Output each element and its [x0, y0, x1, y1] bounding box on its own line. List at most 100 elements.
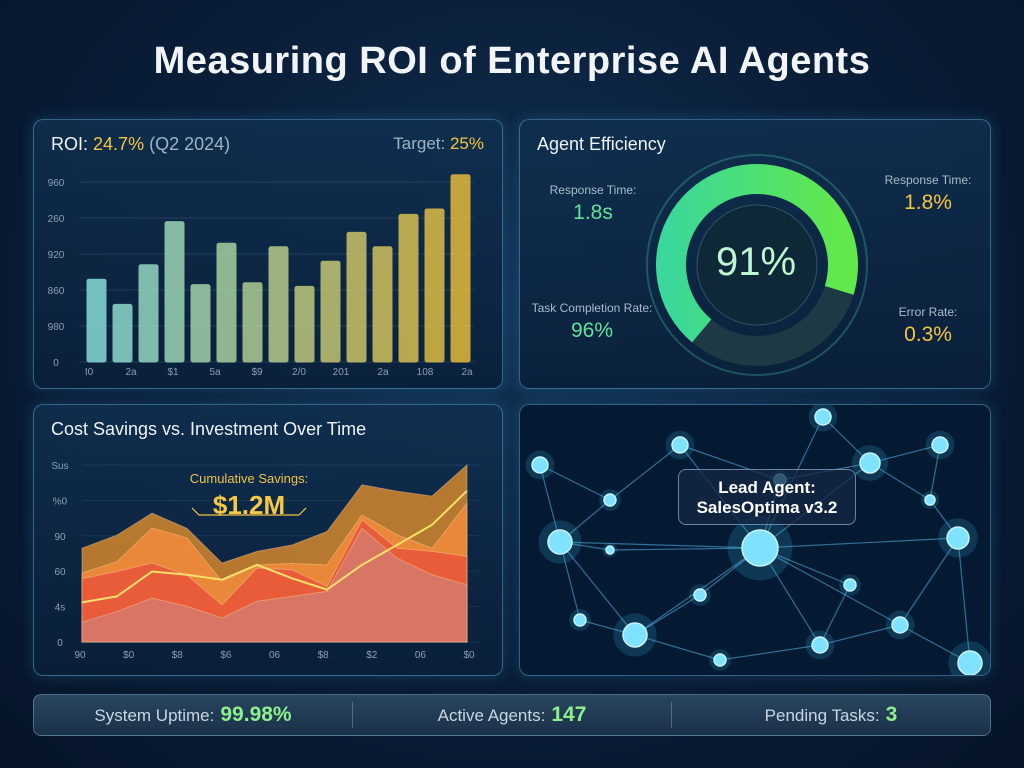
network-edge [559, 541, 581, 621]
bar [86, 278, 107, 363]
status-value: 147 [551, 703, 587, 726]
network-edge [559, 541, 761, 549]
lead-name: SalesOptima v3.2 [696, 498, 838, 517]
network-edge [957, 537, 971, 664]
agent-node [946, 526, 970, 550]
network-edge [819, 584, 851, 646]
agent-network-panel: Lead Agent: SalesOptima v3.2 [519, 404, 991, 676]
status-value: 99.98% [220, 703, 292, 726]
bar [398, 213, 419, 363]
network-edge [539, 464, 611, 501]
cost-savings-panel: Cost Savings vs. Investment Over Time 0 4… [33, 404, 503, 676]
network-edge [899, 624, 971, 664]
stat-value: 0.3% [904, 323, 952, 346]
status-label: System Uptime: [94, 706, 215, 725]
agent-network-graph [525, 405, 990, 675]
network-edge [609, 547, 761, 551]
y-tick-label: %0 [53, 496, 68, 507]
cost-savings-title: Cost Savings vs. Investment Over Time [51, 419, 367, 439]
network-edge [822, 416, 871, 464]
savings-value: $1.2M [212, 490, 286, 520]
x-tick-label: 2/0 [292, 367, 306, 378]
x-tick-label: $0 [463, 650, 475, 661]
agent-node [957, 650, 983, 675]
x-tick-label: I0 [85, 367, 94, 378]
agent-node [671, 436, 689, 454]
x-tick-label: 5a [209, 367, 221, 378]
agent-node [693, 588, 707, 602]
gauge-outer-ring [646, 154, 868, 376]
savings-line [81, 490, 468, 604]
agent-node [859, 452, 881, 474]
agent-node [811, 636, 829, 654]
divider [352, 702, 353, 728]
stat-task-completion: Task Completion Rate: 96% [522, 301, 662, 343]
roi-panel: ROI: 24.7% (Q2 2024) Target: 25% 0 980 860… [33, 119, 503, 389]
bar [164, 221, 185, 363]
roi-bar-chart: 0 980 860 920 260 960 I0 2a $1 5a $9 2/0 201 2a 108 2a [48, 174, 474, 378]
network-edge [559, 541, 636, 636]
efficiency-gauge [646, 154, 868, 376]
bar [294, 285, 315, 363]
target-value: 25% [449, 134, 484, 153]
savings-underline [191, 507, 307, 516]
agent-efficiency-panel: Agent Efficiency 91% Response Time: 1.8s … [519, 119, 991, 389]
stat-response-time-2: Response Time: 1.8% [858, 173, 998, 215]
y-tick-label: 860 [48, 286, 65, 297]
bar [450, 174, 471, 363]
stat-label: Task Completion Rate: [531, 301, 653, 315]
x-tick-label: $8 [172, 650, 184, 661]
efficiency-title: Agent Efficiency [537, 134, 666, 154]
agent-node [603, 493, 617, 507]
bar [138, 264, 159, 363]
network-edge [929, 444, 941, 501]
y-tick-label: Sus [51, 461, 68, 472]
page-title: Measuring ROI of Enterprise AI Agents [153, 40, 871, 82]
network-edge [869, 462, 931, 501]
network-edge [899, 537, 959, 626]
x-tick-label: $0 [123, 650, 135, 661]
y-tick-label: 0 [57, 638, 63, 649]
active-agents: Active Agents: 147 [353, 703, 671, 727]
network-edge [539, 464, 561, 543]
x-tick-label: 2a [125, 367, 137, 378]
network-edge [759, 547, 901, 626]
lead-agent-label: Lead Agent: SalesOptima v3.2 [678, 469, 856, 525]
x-tick-label: 2a [461, 367, 473, 378]
roi-period: (Q2 2024) [149, 134, 231, 154]
x-tick-label: 06 [415, 650, 427, 661]
agent-node [891, 616, 909, 634]
agent-node [741, 529, 779, 567]
agent-node [843, 578, 857, 592]
y-tick-label: 960 [48, 178, 65, 189]
y-tick-label: 90 [54, 532, 66, 543]
x-tick-label: 2a [377, 367, 389, 378]
roi-heading: ROI: 24.7% (Q2 2024) [51, 134, 230, 155]
savings-label: Cumulative Savings: [189, 471, 309, 486]
agent-node [713, 653, 727, 667]
bar [320, 260, 341, 363]
target-label: Target: [393, 134, 446, 153]
x-tick-label: $1 [167, 367, 179, 378]
bar [190, 284, 211, 363]
roi-label: ROI: [51, 134, 89, 154]
network-edge [819, 624, 901, 646]
network-edge [759, 537, 959, 549]
area-series [81, 527, 468, 643]
x-tick-label: 201 [333, 367, 350, 378]
y-tick-label: 980 [48, 322, 65, 333]
x-tick-label: $8 [318, 650, 330, 661]
agent-node [924, 494, 936, 506]
status-bar: System Uptime: 99.98% Active Agents: 147 P… [33, 694, 991, 736]
network-edge [759, 547, 821, 646]
stat-label: Error Rate: [898, 305, 958, 319]
agent-node [531, 456, 549, 474]
y-tick-label: 260 [48, 214, 65, 225]
gauge-arc [656, 164, 858, 343]
cost-savings-area-chart: 0 4s 60 90 %0 Sus 90 $0 $8 $6 06 $8 $2 06 $0 [51, 461, 479, 661]
bar [242, 282, 263, 363]
x-tick-label: $6 [220, 650, 232, 661]
bar [346, 231, 367, 363]
stat-value: 1.8% [904, 191, 952, 214]
agent-node [622, 622, 648, 648]
